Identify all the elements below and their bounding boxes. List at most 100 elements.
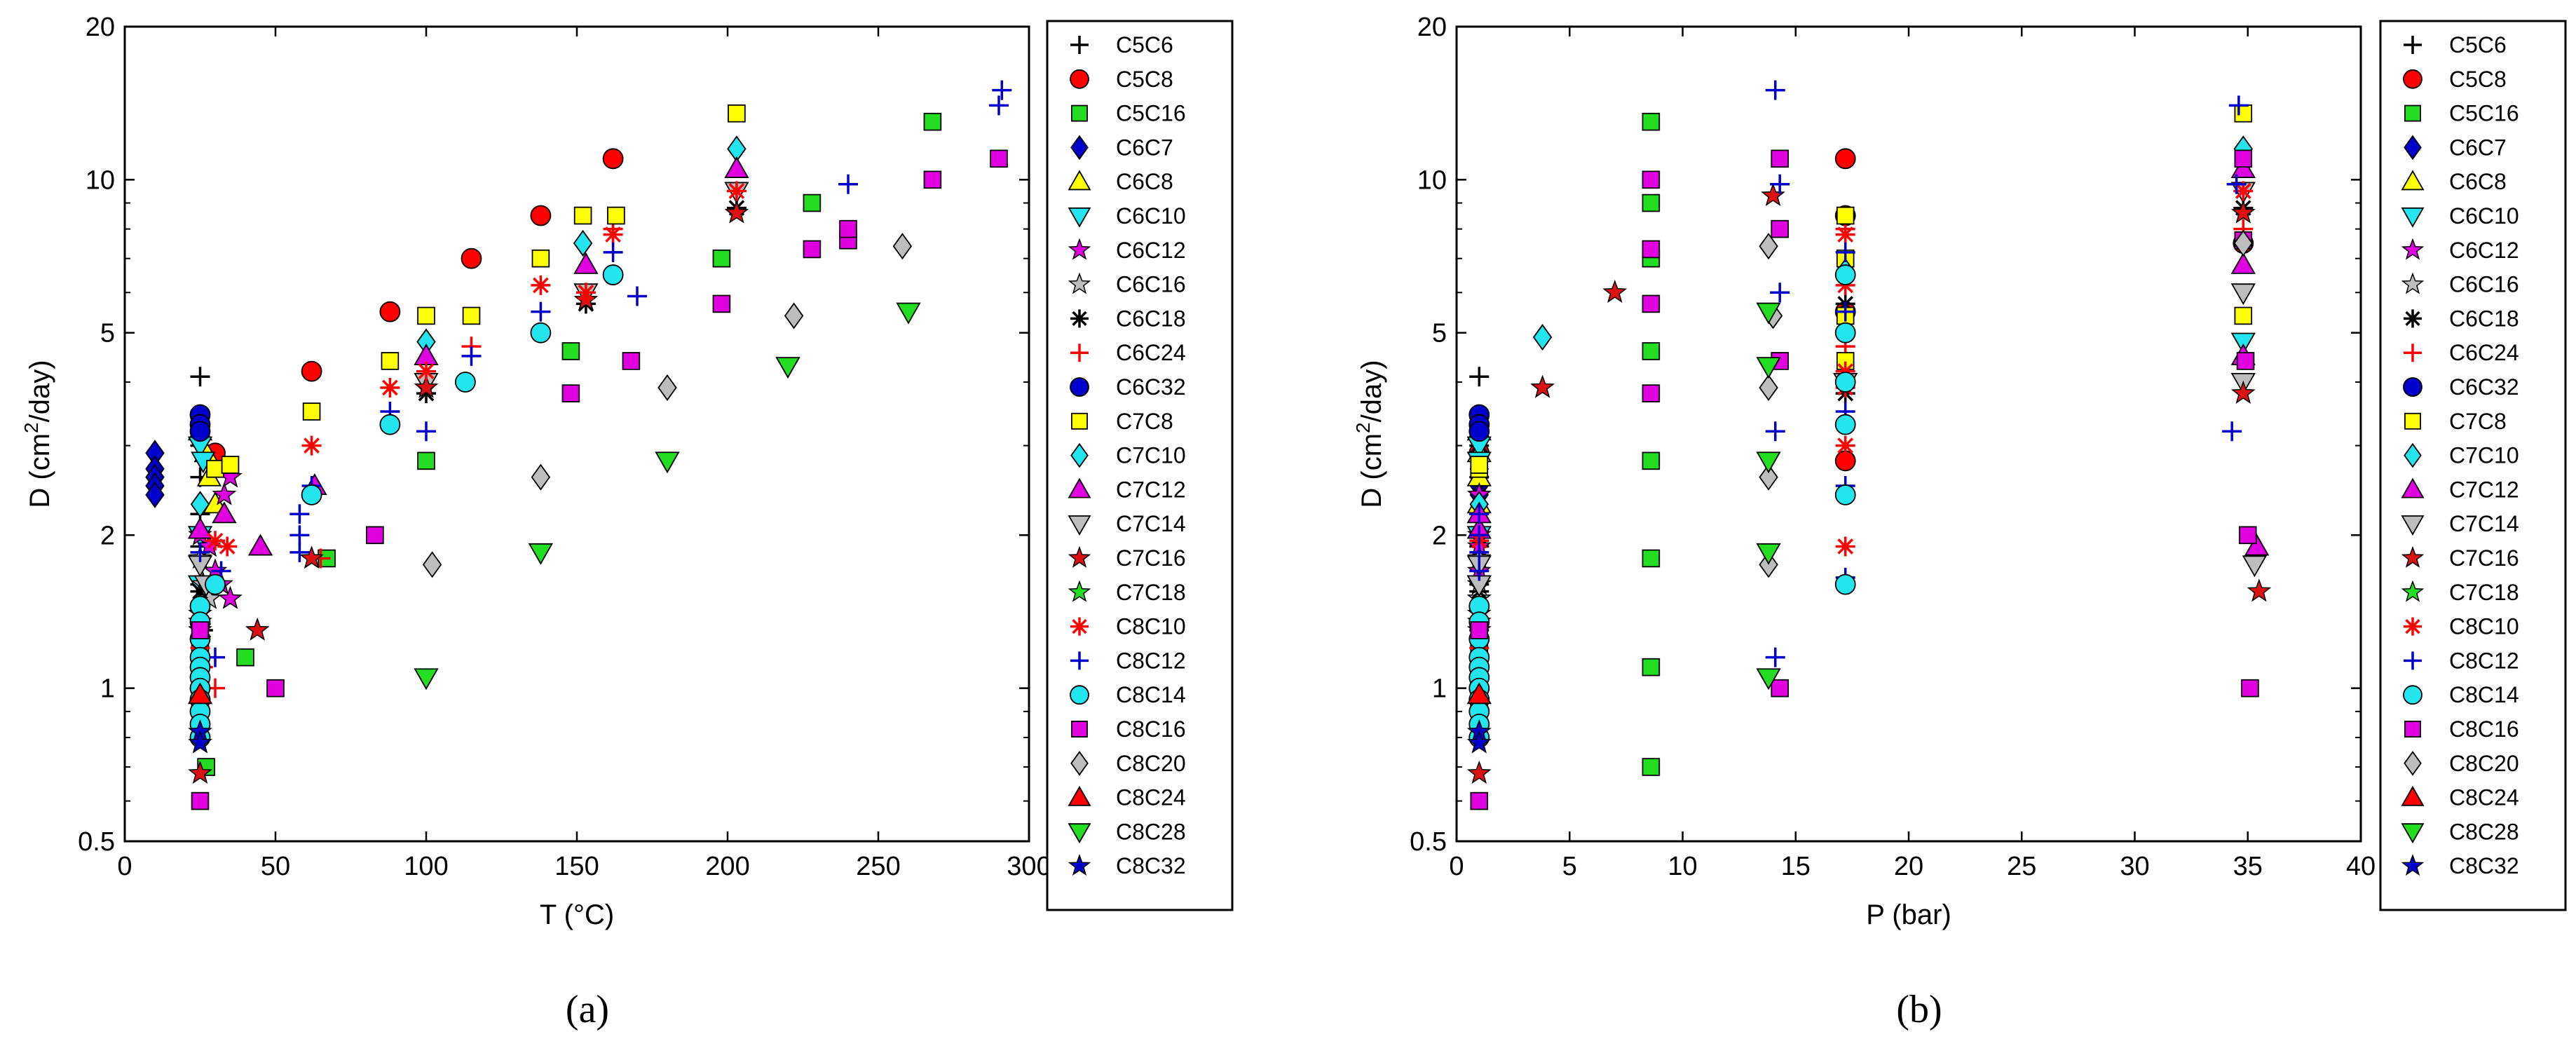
point-c7c10	[1532, 324, 1553, 351]
legend-marker-c6c8	[2401, 170, 2425, 191]
point-c8c14	[301, 484, 322, 505]
legend-label-c5c16: C5C16	[2449, 101, 2519, 126]
legend-marker-c6c7	[1070, 135, 1089, 161]
point-c8c10	[603, 224, 623, 245]
legend-label-c5c6: C5C6	[2449, 32, 2507, 57]
legend-label-c7c8: C7C8	[1116, 409, 1173, 434]
legend-label-c7c12: C7C12	[2449, 477, 2519, 502]
point-c8c28	[1756, 543, 1781, 565]
legend-label-c6c32: C6C32	[2449, 374, 2519, 400]
point-c8c14	[1834, 414, 1856, 435]
legend-marker-c8c32	[1068, 854, 1091, 876]
legend-marker-c7c8	[1071, 412, 1088, 430]
point-c5c16	[712, 249, 731, 268]
point-c8c12	[989, 95, 1009, 116]
point-c7c8	[573, 206, 592, 225]
panel-b-marks	[1466, 80, 2272, 810]
point-c7c8	[728, 104, 746, 123]
panel-a-xtick-label: 100	[404, 852, 448, 881]
point-c8c14	[1834, 372, 1856, 393]
point-c7c16	[1530, 374, 1555, 398]
legend-label-c7c18: C7C18	[1116, 580, 1186, 605]
legend-label-c7c16: C7C16	[2449, 545, 2519, 571]
point-c8c16	[2238, 526, 2257, 545]
legend-label-c8c16: C8C16	[1116, 716, 1186, 742]
point-c7c8	[607, 206, 625, 225]
point-c5c8	[461, 247, 482, 269]
point-c5c8	[379, 301, 401, 322]
point-c7c16	[2230, 380, 2256, 404]
point-c5c8	[602, 148, 624, 170]
point-c8c12	[461, 346, 482, 366]
legend-label-c6c16: C6C16	[2449, 272, 2519, 297]
legend-label-c6c18: C6C18	[2449, 306, 2519, 331]
panel-a-plot-frame	[123, 25, 1030, 843]
point-c8c28	[414, 668, 439, 691]
panel-a-xlabel: T (°C)	[540, 899, 614, 930]
legend-label-c5c16: C5C16	[1116, 101, 1186, 126]
point-c8c10	[575, 283, 596, 303]
point-c8c12	[531, 301, 551, 322]
point-c8c32	[1466, 730, 1492, 754]
point-c8c12	[603, 242, 623, 262]
point-c8c28	[1756, 668, 1781, 691]
point-c7c14	[2242, 555, 2268, 578]
point-c7c12	[2230, 252, 2256, 274]
point-c7c14	[2230, 283, 2256, 306]
point-c7c12	[573, 252, 599, 274]
legend-label-c8c28: C8C28	[1116, 819, 1186, 844]
point-c8c12	[627, 286, 647, 306]
point-c7c8	[302, 402, 321, 421]
panel-a-xtick-label: 0	[117, 852, 132, 881]
legend-label-c6c10: C6C10	[2449, 203, 2519, 229]
legend-marker-c8c24	[1068, 785, 1091, 806]
legend-marker-c8c16	[1071, 721, 1088, 738]
point-c8c12	[1765, 421, 1785, 442]
legend-label-c8c32: C8C32	[1116, 853, 1186, 878]
point-c5c16	[1642, 342, 1661, 360]
point-c5c16	[417, 451, 435, 470]
point-c5c8	[530, 205, 552, 226]
point-c8c14	[205, 573, 226, 595]
point-c8c12	[416, 421, 436, 442]
legend-label-c8c28: C8C28	[2449, 819, 2519, 844]
panel-b-plot-frame	[1455, 25, 2362, 843]
panel-b-ytick-label: 1	[1432, 674, 1447, 704]
legend-label-c6c8: C6C8	[1116, 169, 1173, 194]
point-c7c10	[573, 229, 593, 257]
legend-label-c7c16: C7C16	[1116, 545, 1186, 571]
point-c8c16	[1771, 679, 1789, 698]
panel-a-ylabel: D (cm2/day)	[20, 360, 55, 508]
legend-marker-c8c10	[1070, 617, 1089, 636]
legend-label-c8c32: C8C32	[2449, 853, 2519, 878]
point-c5c16	[1642, 758, 1661, 776]
legend-marker-c7c18	[2401, 580, 2425, 602]
point-c8c10	[1835, 536, 1855, 557]
point-c7c10	[190, 491, 210, 518]
legend-marker-c6c10	[2401, 207, 2425, 228]
point-c8c12	[2228, 95, 2249, 116]
point-c7c8	[221, 456, 240, 474]
point-c8c10	[2233, 181, 2254, 201]
legend-marker-c8c32	[2401, 854, 2425, 876]
panel-a-ytick-label: 0.5	[78, 827, 115, 857]
point-c8c12	[1469, 504, 1490, 524]
point-c8c10	[1835, 435, 1855, 456]
point-c8c12	[1770, 283, 1790, 303]
legend-label-c8c12: C8C12	[2449, 648, 2519, 673]
legend-marker-c8c12	[2404, 651, 2422, 670]
point-c5c16	[236, 648, 254, 667]
point-c8c16	[561, 384, 580, 402]
point-c7c16	[299, 545, 324, 569]
legend-label-c8c24: C8C24	[1116, 785, 1186, 810]
point-c8c20	[2233, 229, 2254, 257]
point-c8c24	[187, 682, 213, 705]
point-c7c8	[2234, 104, 2253, 123]
point-c8c20	[784, 302, 804, 329]
legend-label-c6c24: C6C24	[2449, 340, 2519, 365]
point-c8c16	[1642, 294, 1661, 313]
point-c8c12	[190, 542, 210, 562]
point-c8c10	[1835, 361, 1855, 381]
point-c5c16	[923, 112, 942, 131]
legend-marker-c7c16	[1068, 545, 1091, 568]
